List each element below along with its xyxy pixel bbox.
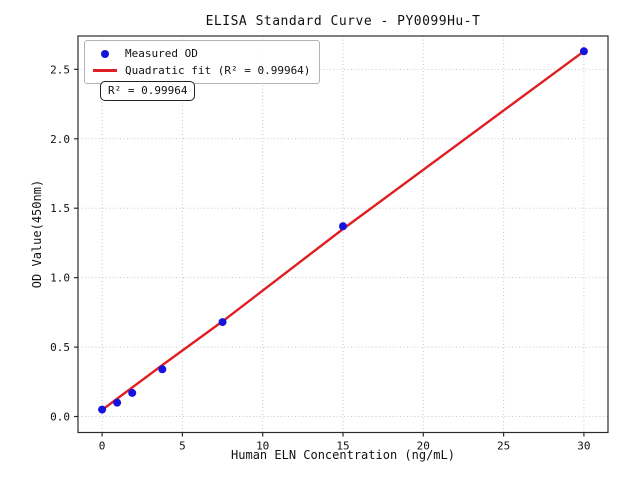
legend-label-quadratic-fit: Quadratic fit (R² = 0.99964) <box>125 64 311 77</box>
data-point-marker <box>98 405 107 414</box>
y-tick-label: 1.0 <box>50 272 70 285</box>
y-tick-label: 2.5 <box>50 63 70 76</box>
x-tick-label: 25 <box>497 440 510 453</box>
line-marker-icon <box>92 66 118 76</box>
x-tick-label: 30 <box>577 440 590 453</box>
data-point-marker <box>218 318 227 327</box>
y-axis-label: OD Value(450nm) <box>30 179 44 289</box>
x-tick-label: 15 <box>336 440 349 453</box>
legend-entry-quadratic-fit: Quadratic fit (R² = 0.99964) <box>92 63 310 78</box>
x-tick-label: 20 <box>417 440 430 453</box>
y-tick-label: 1.5 <box>50 202 70 215</box>
x-tick-label: 0 <box>99 440 106 453</box>
y-tick-label: 0.0 <box>50 411 70 424</box>
x-tick-label: 10 <box>256 440 269 453</box>
x-axis-label: Human ELN Concentration (ng/mL) <box>231 448 455 462</box>
scatter-marker-icon <box>92 49 118 59</box>
legend-label-measured-od: Measured OD <box>125 47 198 60</box>
data-point-marker <box>579 47 588 56</box>
chart-title: ELISA Standard Curve - PY0099Hu-T <box>205 14 481 29</box>
data-point-marker <box>339 222 347 231</box>
data-point-marker <box>113 398 122 407</box>
y-tick-label: 2.0 <box>50 133 70 146</box>
data-point-marker <box>158 365 167 374</box>
legend-entry-measured-od: Measured OD <box>92 46 310 61</box>
data-point-marker <box>128 388 137 397</box>
legend: Measured OD Quadratic fit (R² = 0.99964) <box>84 40 321 84</box>
y-tick-label: 0.5 <box>50 341 70 354</box>
quadratic-fit-line <box>100 50 586 412</box>
x-tick-label: 5 <box>179 440 186 453</box>
r-squared-annotation: R² = 0.99964 <box>100 81 196 101</box>
